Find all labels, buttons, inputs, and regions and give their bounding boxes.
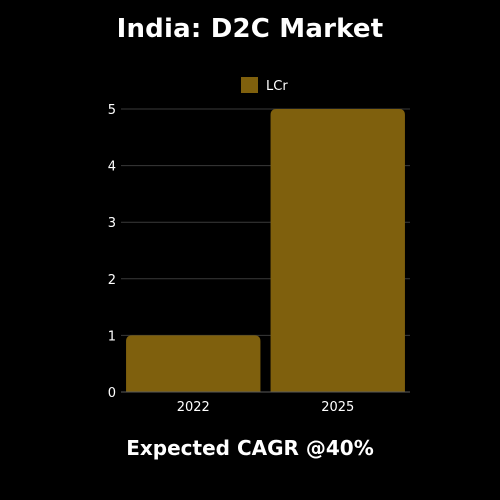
legend-swatch — [241, 77, 258, 93]
bar-2022 — [126, 335, 261, 392]
y-tick-label: 2 — [108, 273, 116, 288]
bar-2025 — [270, 109, 405, 392]
y-tick-label: 5 — [108, 103, 116, 118]
x-tick-label: 2022 — [177, 400, 210, 415]
x-tick-label: 2025 — [321, 400, 354, 415]
y-tick-label: 1 — [108, 329, 116, 344]
legend: LCr — [241, 77, 288, 94]
y-tick-label: 4 — [108, 160, 116, 175]
bars — [121, 109, 410, 393]
legend-label: LCr — [266, 79, 288, 94]
cagr-caption: Expected CAGR @40% — [126, 436, 374, 460]
y-tick-label: 0 — [108, 386, 116, 401]
x-axis-ticks: 2022 2025 — [177, 400, 355, 415]
y-axis-ticks: 0 1 2 3 4 5 — [108, 103, 116, 401]
chart-title: India: D2C Market — [116, 14, 384, 44]
y-tick-label: 3 — [108, 216, 116, 231]
